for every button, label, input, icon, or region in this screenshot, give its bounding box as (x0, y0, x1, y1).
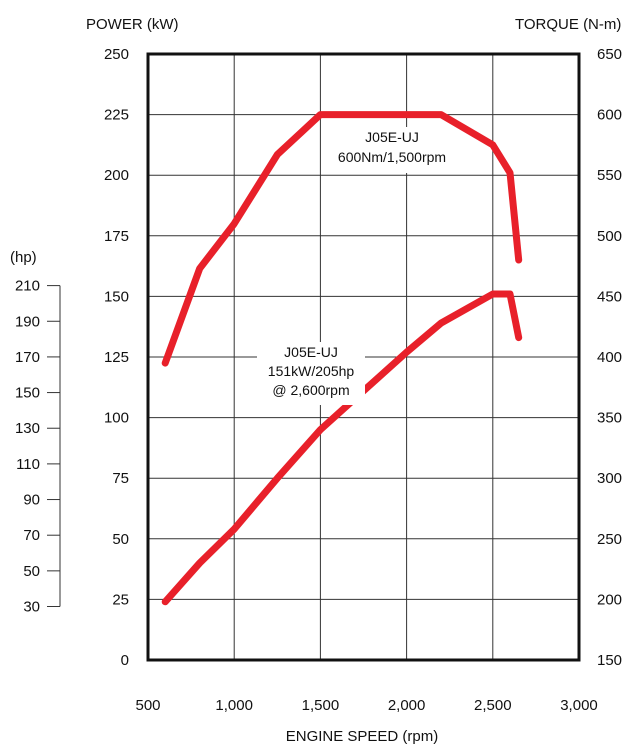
x-tick-label: 500 (135, 697, 160, 714)
left-axis-title: POWER (kW) (86, 16, 178, 33)
x-tick-label: 1,000 (215, 697, 253, 714)
hp-axis: 30 50 70 90 110 130 150 170 190 210 (15, 278, 61, 616)
right-tick-label: 350 (597, 410, 622, 427)
hp-axis-title: (hp) (10, 249, 37, 266)
left-tick-label: 200 (104, 167, 129, 184)
right-tick-label: 250 (597, 531, 622, 548)
right-tick-label: 550 (597, 167, 622, 184)
x-axis-title: ENGINE SPEED (rpm) (286, 728, 439, 745)
annotation-bg (338, 127, 446, 173)
curve-annotation: J05E-UJ (365, 129, 419, 145)
right-tick-label: 300 (597, 470, 622, 487)
left-tick-label: 100 (104, 410, 129, 427)
right-tick-label: 500 (597, 228, 622, 245)
hp-tick-label: 50 (23, 563, 40, 580)
x-tick-label: 2,000 (388, 697, 426, 714)
x-tick-label: 3,000 (560, 697, 598, 714)
right-tick-label: 400 (597, 349, 622, 366)
curve-annotation: J05E-UJ (284, 344, 338, 360)
annotation-bg (257, 342, 365, 405)
left-tick-label: 50 (112, 531, 129, 548)
right-tick-label: 600 (597, 107, 622, 124)
hp-tick-label: 110 (16, 456, 40, 473)
curve-annotation: @ 2,600rpm (272, 382, 349, 398)
hp-tick-label: 90 (23, 492, 40, 509)
left-tick-label: 125 (104, 349, 129, 366)
hp-tick-label: 210 (15, 278, 40, 295)
hp-tick-label: 170 (15, 349, 40, 366)
left-tick-label: 225 (104, 107, 129, 124)
hp-tick-label: 150 (15, 385, 40, 402)
left-tick-label: 150 (104, 288, 129, 305)
left-tick-label: 25 (112, 591, 129, 608)
right-tick-label: 200 (597, 591, 622, 608)
right-tick-label: 150 (597, 652, 622, 669)
right-tick-label: 450 (597, 288, 622, 305)
curve-annotation: 600Nm/1,500rpm (338, 149, 446, 165)
left-tick-label: 0 (121, 652, 129, 669)
torque-curve (161, 111, 523, 367)
hp-tick-label: 30 (23, 599, 40, 616)
plot-frame (146, 52, 581, 662)
hp-tick-label: 70 (23, 527, 40, 544)
left-tick-label: 75 (112, 470, 129, 487)
x-tick-label: 2,500 (474, 697, 512, 714)
power-curve (161, 290, 523, 606)
right-axis-title: TORQUE (N-m) (515, 16, 621, 33)
annotations: J05E-UJ 600Nm/1,500rpm J05E-UJ 151kW/205hp @… (257, 127, 446, 405)
left-tick-label: 175 (104, 228, 129, 245)
curve-annotation: 151kW/205hp (268, 363, 355, 379)
right-tick-label: 650 (597, 46, 622, 63)
left-tick-label: 250 (104, 46, 129, 63)
hp-tick-label: 190 (15, 313, 40, 330)
x-tick-label: 1,500 (302, 697, 340, 714)
tick-labels: 500 1,000 1,500 2,000 2,500 3,000 0 25 50 75 100 12… (104, 46, 622, 714)
hp-tick-label: 130 (15, 420, 40, 437)
